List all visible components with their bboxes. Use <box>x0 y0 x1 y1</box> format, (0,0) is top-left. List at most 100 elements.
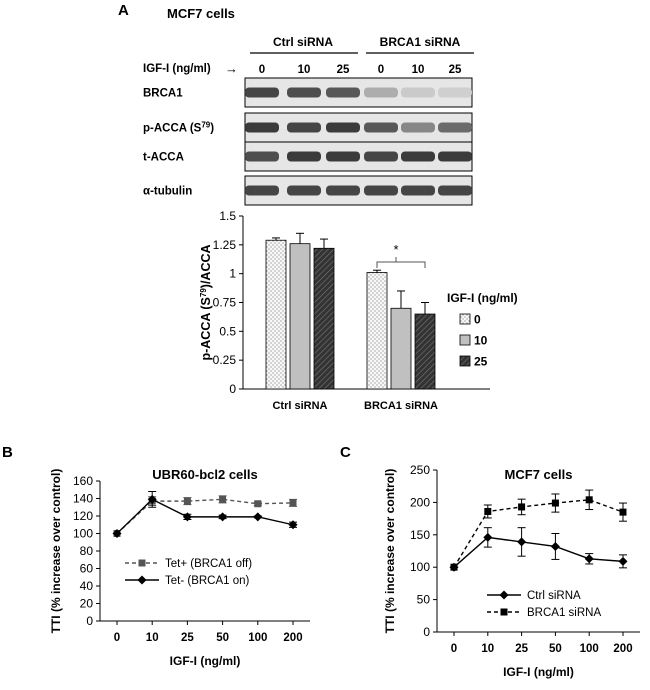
line-x-tick-label: 0 <box>114 632 120 644</box>
blot-band <box>438 151 472 162</box>
arrow-icon: → <box>225 61 238 76</box>
lane-dose-label: 0 <box>259 64 265 76</box>
bar <box>414 313 436 390</box>
bar-y-label: p-ACCA (S79)/ACCA <box>199 244 213 360</box>
line-chart-title: MCF7 cells <box>505 467 573 482</box>
blot-band <box>287 151 321 162</box>
line-x-label: IGF-I (ng/ml) <box>503 665 574 679</box>
line-y-tick-label: 60 <box>80 562 94 576</box>
blot-band <box>245 122 279 133</box>
line-y-tick-label: 40 <box>80 579 94 593</box>
line-y-tick-label: 250 <box>410 463 430 477</box>
legend-label: BRCA1 siRNA <box>527 607 601 619</box>
bar-y-tick-label: 0.5 <box>219 324 236 338</box>
line-x-tick-label: 50 <box>549 643 562 655</box>
line-series <box>112 491 298 538</box>
marker-diamond <box>147 494 157 504</box>
blot-band <box>245 185 279 196</box>
marker-diamond <box>218 512 228 522</box>
lane-dose-label: 10 <box>412 64 425 76</box>
marker-square <box>585 496 593 504</box>
significance-star: * <box>393 242 398 257</box>
blot-band <box>287 87 321 98</box>
line-y-tick-label: 50 <box>417 593 431 607</box>
group-label-brca1: BRCA1 siRNA <box>380 35 461 49</box>
panel-letter: B <box>2 444 13 461</box>
line-x-tick-label: 10 <box>146 632 159 644</box>
blot-band <box>364 122 398 133</box>
bar-y-tick-label: 1 <box>229 267 236 281</box>
marker-diamond <box>182 512 192 522</box>
treatment-label: IGF-I (ng/ml) <box>143 63 211 75</box>
line-y-label: TTI (% increase over control) <box>383 469 397 634</box>
bar-legend-label: 0 <box>474 313 481 327</box>
line-x-tick-label: 25 <box>515 643 528 655</box>
bar-y-tick-label: 0.25 <box>213 353 237 367</box>
blot-row: BRCA1 <box>143 77 473 108</box>
blot-row: t-ACCA <box>143 141 473 172</box>
marker-square <box>289 499 297 507</box>
blot-band <box>287 122 321 133</box>
line-y-tick-label: 150 <box>410 528 430 542</box>
bar-legend-title: IGF-I (ng/ml) <box>447 291 518 305</box>
bar <box>265 239 287 390</box>
bar-legend-label: 10 <box>474 334 488 348</box>
blot-label: BRCA1 <box>143 88 183 100</box>
blot-band <box>326 87 360 98</box>
bar-legend-swatch <box>459 334 471 346</box>
bar-category-label: Ctrl siRNA <box>272 400 327 412</box>
bar-y-tick-label: 0 <box>229 382 236 396</box>
lane-dose-label: 25 <box>449 64 462 76</box>
series-line <box>453 536 624 568</box>
blot-band <box>364 151 398 162</box>
lane-dose-label: 25 <box>337 64 350 76</box>
line-x-tick-label: 200 <box>613 643 632 655</box>
bar-category-label: BRCA1 siRNA <box>364 400 438 412</box>
line-y-tick-label: 100 <box>410 560 430 574</box>
blot-band <box>326 122 360 133</box>
marker-diamond <box>137 575 147 585</box>
significance-bracket <box>376 261 426 268</box>
marker-square <box>619 508 627 516</box>
bar-y-tick-label: 1.5 <box>219 209 236 223</box>
marker-diamond <box>584 554 594 564</box>
line-x-tick-label: 10 <box>481 643 494 655</box>
series-line <box>116 498 294 535</box>
blot-band <box>438 122 472 133</box>
blot-band <box>364 185 398 196</box>
blot-band <box>326 185 360 196</box>
line-y-tick-label: 120 <box>73 509 93 523</box>
bar <box>289 243 311 390</box>
line-x-tick-label: 25 <box>181 632 194 644</box>
line-series <box>449 527 628 572</box>
marker-diamond <box>253 512 263 522</box>
marker-square <box>551 499 559 507</box>
panel-a-letter: A <box>118 2 129 19</box>
bar <box>366 272 388 390</box>
bar <box>313 247 335 390</box>
marker-square <box>219 495 227 503</box>
line-x-tick-label: 100 <box>580 643 599 655</box>
line-series <box>450 489 627 571</box>
line-x-label: IGF-I (ng/ml) <box>170 654 241 668</box>
marker-diamond <box>112 529 122 538</box>
bar-legend-swatch <box>459 355 471 367</box>
bar-legend-swatch <box>459 313 471 325</box>
blot-band <box>287 185 321 196</box>
blot-band <box>364 87 398 98</box>
blot-row: p-ACCA (S79) <box>143 112 473 143</box>
line-x-tick-label: 0 <box>451 643 457 655</box>
series-line <box>116 498 294 535</box>
blot-band <box>401 185 435 196</box>
legend-label: Tet- (BRCA1 on) <box>165 575 250 587</box>
line-y-tick-label: 80 <box>80 544 94 558</box>
line-x-tick-label: 200 <box>283 632 302 644</box>
line-y-tick-label: 100 <box>73 527 93 541</box>
legend-label: Ctrl siRNA <box>527 590 581 602</box>
marker-square <box>183 497 191 505</box>
line-x-tick-label: 50 <box>216 632 229 644</box>
marker-diamond <box>483 532 493 542</box>
lane-dose-label: 10 <box>298 64 311 76</box>
bar-legend-label: 25 <box>474 355 488 369</box>
